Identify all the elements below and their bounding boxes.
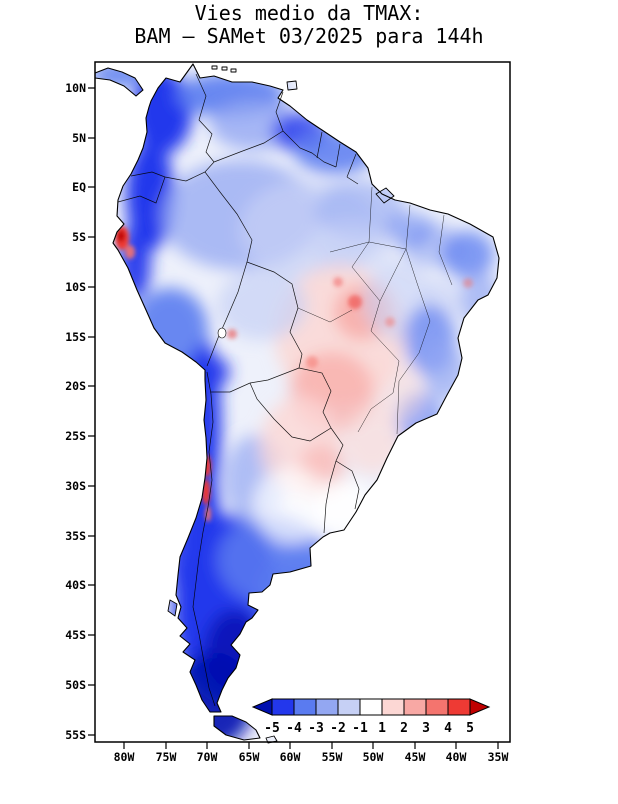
lon-axis-ticks (123, 742, 499, 749)
title-line-2: BAM – SAMet 03/2025 para 144h (134, 24, 483, 48)
lat-tick-label: 20S (65, 379, 86, 393)
bias-spot (385, 317, 395, 327)
lon-tick-label: 50W (363, 750, 384, 764)
bias-blob (385, 212, 435, 248)
lat-tick-label: 15S (65, 330, 86, 344)
bias-spot (333, 277, 343, 287)
colorbar-label: -4 (286, 721, 302, 736)
lat-tick-label: 55S (65, 728, 86, 742)
colorbar-segment (381, 698, 405, 716)
coastline-mainland (112, 63, 500, 713)
bias-spot (348, 295, 362, 309)
coastline-central-america (94, 67, 144, 97)
colorbar-segment (315, 698, 339, 716)
colorbar-label: -3 (308, 721, 324, 736)
bias-spot (227, 329, 237, 339)
title-line-1: Vies medio da TMAX: (195, 1, 424, 25)
lon-tick-label: 65W (239, 750, 260, 764)
lat-tick-label: 10N (65, 81, 86, 95)
bias-spot (125, 245, 135, 259)
colorbar-label: 1 (378, 721, 386, 736)
colorbar-label: -1 (352, 721, 368, 736)
lat-tick-label: 5S (72, 230, 86, 244)
colorbar-segment (271, 698, 295, 716)
lat-tick-label: 40S (65, 578, 86, 592)
lat-tick-label: 35S (65, 529, 86, 543)
colorbar-label: -5 (264, 721, 280, 736)
lon-tick-label: 55W (322, 750, 343, 764)
lat-tick-label: 50S (65, 678, 86, 692)
bias-spot (117, 230, 125, 242)
colorbar-segment (359, 698, 383, 716)
colorbar-labels: -5 -4 -3 -2 -1 1 2 3 4 5 (264, 721, 474, 736)
colorbar-segment (447, 698, 471, 716)
colorbar-segment (403, 698, 427, 716)
colorbar-label: -2 (330, 721, 346, 736)
lat-tick-label: 30S (65, 479, 86, 493)
bias-blob (312, 220, 392, 270)
lon-axis-labels: 80W 75W 70W 65W 60W 55W 50W 45W 40W 35W (114, 750, 509, 764)
lon-tick-label: 40W (446, 750, 467, 764)
colorbar-segment (337, 698, 361, 716)
lon-tick-label: 60W (280, 750, 301, 764)
lake-titicaca (217, 327, 227, 339)
lat-tick-label: 45S (65, 628, 86, 642)
lat-tick-label: 10S (65, 280, 86, 294)
colorbar-label: 3 (422, 721, 430, 736)
colorbar-arrow-right (469, 698, 491, 716)
coastline-islands (167, 65, 395, 744)
bias-blob (254, 467, 330, 543)
lon-tick-label: 35W (488, 750, 509, 764)
bias-spot (306, 356, 318, 368)
lat-tick-label: EQ (72, 180, 86, 194)
lon-tick-label: 80W (114, 750, 135, 764)
lat-axis-labels: 10N 5N EQ 5S 10S 15S 20S 25S 30S 35S 40S… (65, 81, 86, 742)
colorbar-label: 5 (466, 721, 474, 736)
bias-spot (205, 506, 211, 522)
colorbar-label: 4 (444, 721, 452, 736)
map-frame (94, 61, 511, 743)
coastline-tierra-del-fuego (213, 715, 261, 741)
lat-tick-label: 5N (72, 131, 86, 145)
colorbar: -5 -4 -3 -2 -1 1 2 3 4 5 (251, 698, 491, 736)
country-borders (117, 73, 360, 707)
bias-field-spots (115, 226, 473, 522)
bias-spot (463, 278, 473, 288)
lon-tick-label: 75W (156, 750, 177, 764)
coastline (94, 63, 500, 744)
colorbar-segment (293, 698, 317, 716)
colorbar-label: 2 (400, 721, 408, 736)
colorbar-segment (425, 698, 449, 716)
bias-blob (372, 360, 424, 420)
lat-tick-label: 25S (65, 429, 86, 443)
lon-tick-label: 70W (197, 750, 218, 764)
lat-axis-ticks (88, 87, 95, 736)
lon-tick-label: 45W (405, 750, 426, 764)
state-borders (297, 186, 453, 435)
bias-blob (442, 231, 494, 279)
